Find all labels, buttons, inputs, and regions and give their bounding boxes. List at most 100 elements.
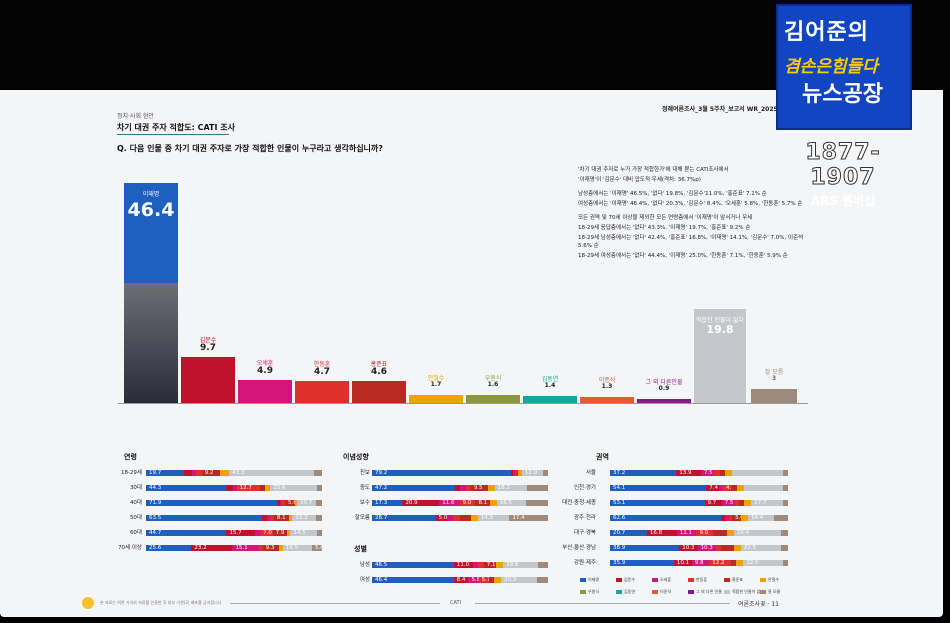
stacked-track: 79.2 12.0 — [372, 470, 548, 476]
bar-value-label: 9.7 — [200, 343, 216, 353]
legend-label: 그 외 다른 인물 — [696, 589, 722, 594]
stacked-segment — [736, 560, 744, 566]
stacked-segment: 11.6 — [439, 500, 460, 506]
candidate-photo — [124, 283, 178, 403]
segment-value: 22.5 — [743, 545, 757, 551]
stacked-segment — [279, 500, 283, 506]
footer-divider — [475, 603, 730, 604]
segment-value: 7.5 — [703, 470, 713, 476]
stacked-segment — [740, 515, 749, 521]
segment-value: 35.9 — [613, 560, 626, 566]
segment-value: 10.3 — [700, 545, 713, 551]
stacked-segment — [782, 500, 788, 506]
stacked-segment: 12.0 — [521, 470, 544, 476]
stacked-segment — [724, 515, 729, 521]
legend-swatch — [652, 578, 658, 582]
breakdown-row: 부산·울산·경남 38.9 10.3 10.3 22.5 — [536, 544, 788, 552]
stacked-segment: 47.2 — [372, 485, 456, 491]
segment-value: 9.3 — [265, 545, 275, 551]
stacked-segment: 14.3 — [477, 515, 510, 521]
bar-name-label: 안철수 — [427, 374, 445, 382]
stacked-segment — [276, 500, 280, 506]
segment-value: 16.8 — [649, 530, 663, 536]
segment-value: 8.1 — [478, 500, 488, 506]
segment-value: 46.5 — [375, 562, 388, 568]
stacked-track: 38.9 10.3 10.3 22.5 — [610, 545, 788, 551]
stacked-segment: 20.9 — [402, 500, 440, 506]
segment-value: 10.3 — [682, 545, 695, 551]
stacked-track: 25.6 23.2 15.1 9.3 16.5 5.6 — [146, 545, 324, 551]
stacked-segment: 10.1 — [673, 560, 692, 566]
stacked-segment: 13.2 — [292, 515, 317, 521]
stacked-segment — [233, 485, 237, 491]
bar-dk — [751, 388, 797, 403]
stacked-segment: 22.5 — [740, 545, 781, 551]
stacked-segment: 9.8 — [691, 560, 710, 566]
legend-swatch — [724, 578, 730, 582]
stacked-segment: 9.3 — [262, 545, 280, 551]
stacked-segment — [489, 500, 497, 506]
page-title: 차기 대권 주자 적합도: CATI 조사 — [117, 123, 235, 132]
stacked-segment — [743, 485, 783, 491]
ars-label: ARS 멤버십 — [810, 194, 876, 208]
breakdown-row: 서울 37.2 13.9 7.5 — [536, 469, 788, 477]
stacked-segment: 16.8 — [646, 530, 677, 536]
stacked-segment — [316, 530, 322, 536]
stacked-segment — [726, 530, 734, 536]
stacked-segment: 19.8 — [503, 562, 539, 568]
stacked-segment: 22.0 — [743, 560, 783, 566]
stacked-segment — [773, 515, 788, 521]
bar-value-label: 1.3 — [601, 382, 613, 390]
stacked-segment — [259, 485, 265, 491]
stacked-track: 62.6 5.0 14.4 — [610, 515, 788, 521]
stacked-segment — [712, 530, 727, 536]
stacked-segment: 20.7 — [610, 530, 647, 536]
bar-hong — [352, 381, 406, 403]
legend-label: 적합한 인물이 없다 — [732, 589, 764, 594]
legend-label: 안철수 — [768, 577, 780, 582]
note-line: 18-29세 여성층에서는 '없다' 44.4%, '이재명' 25.0%, '… — [578, 253, 788, 259]
stacked-segment — [453, 515, 460, 521]
breakdown-title: 이념성향 — [343, 453, 369, 461]
segment-value: 22.0 — [746, 560, 759, 566]
stacked-segment: 17.4 — [509, 515, 548, 521]
segment-value: 63.5 — [149, 515, 162, 521]
stacked-segment — [735, 500, 739, 506]
chart-baseline — [118, 403, 808, 404]
title-rule — [117, 134, 229, 135]
stacked-segment — [460, 485, 466, 491]
stacked-segment — [536, 577, 548, 583]
bar-han — [295, 380, 349, 403]
stacked-segment: 8.4 — [453, 577, 469, 583]
stacked-segment: 44.3 — [146, 485, 226, 491]
stacked-segment: 7.1 — [483, 562, 497, 568]
stacked-segment: 17.3 — [372, 500, 403, 506]
stacked-segment — [721, 515, 725, 521]
row-label: 18-29세 — [120, 470, 142, 476]
note-line: 모든 권역 및 70세 이상을 제외한 모든 연령층에서 '이재명'이 앞서거나… — [578, 215, 753, 221]
bar-name-label: 적합한 인물이 없다 — [696, 317, 744, 325]
stacked-segment: 26.4 — [733, 530, 781, 536]
segment-value: 79.2 — [375, 470, 388, 476]
stacked-segment — [313, 470, 322, 476]
legend-item: 이재명 — [580, 577, 599, 583]
stacked-segment: 35.9 — [610, 560, 674, 566]
stacked-segment: 5.6 — [285, 500, 297, 506]
stacked-segment — [262, 515, 267, 521]
row-label: 서울 — [585, 470, 596, 476]
stacked-segment — [192, 470, 196, 476]
segment-value: 53.1 — [613, 500, 626, 506]
breakdown-row: 70세 이상 25.6 23.2 15.1 9.3 16.5 5.6 — [82, 544, 324, 552]
segment-value: 15.1 — [235, 545, 248, 551]
segment-value: 25.6 — [273, 485, 286, 491]
segment-value: 17.7 — [754, 500, 767, 506]
segment-value: 26.4 — [736, 530, 750, 536]
segment-value: 7.1 — [486, 562, 496, 568]
stacked-segment — [184, 470, 193, 476]
stacked-segment: 25.6 — [270, 485, 317, 491]
stacked-segment: 13.9 — [676, 470, 701, 476]
stacked-segment: 16.5 — [282, 545, 312, 551]
bar-oh — [238, 379, 292, 403]
row-label: 인천·경기 — [574, 485, 596, 491]
segment-value: 17.4 — [512, 515, 525, 521]
